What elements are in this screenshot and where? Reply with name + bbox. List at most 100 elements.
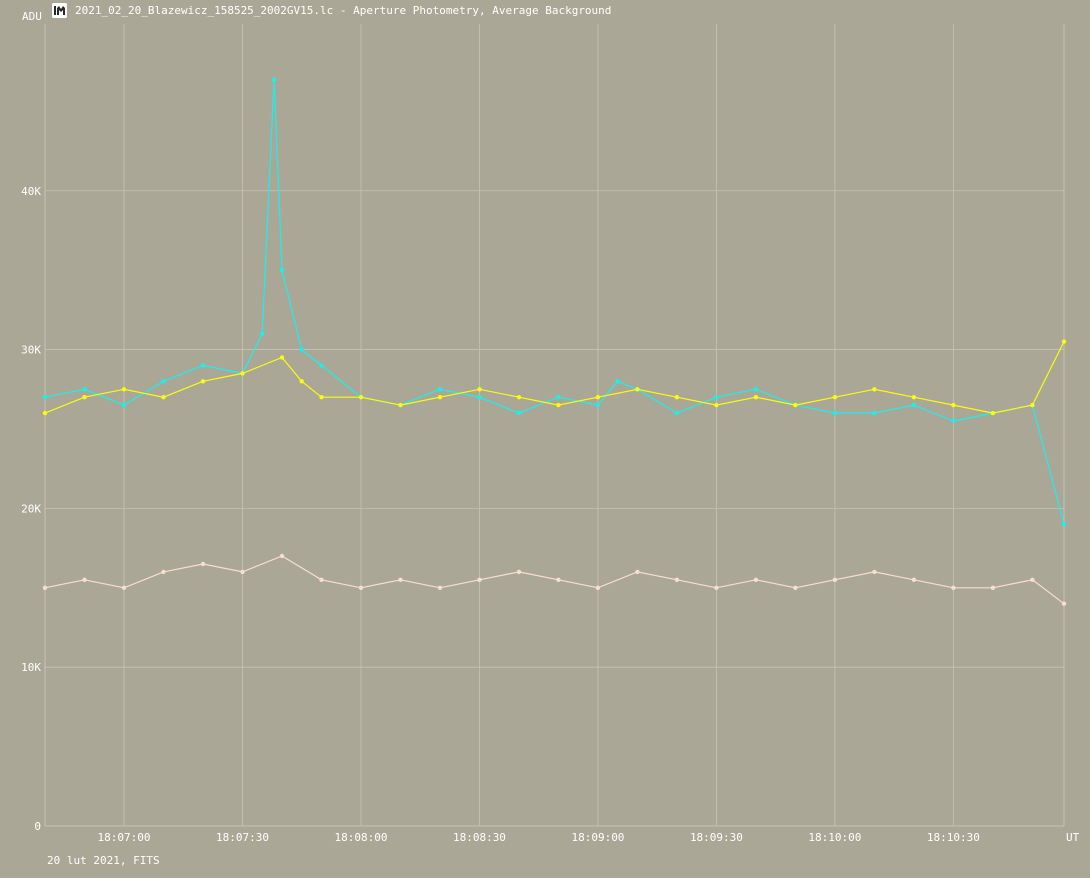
x-tick-label: 18:07:30 xyxy=(216,831,269,844)
data-point xyxy=(42,395,48,400)
data-point xyxy=(477,395,482,400)
title-bar: 2021_02_20_Blazewicz_158525_2002GV15.lc … xyxy=(0,0,1090,24)
x-axis-label: UT xyxy=(1066,831,1080,844)
data-point xyxy=(990,585,996,590)
data-point xyxy=(872,569,877,575)
data-point xyxy=(161,395,166,400)
data-point xyxy=(42,410,48,416)
data-point xyxy=(398,402,403,408)
window-title: 2021_02_20_Blazewicz_158525_2002GV15.lc … xyxy=(75,4,612,17)
y-tick-label: 10K xyxy=(21,661,41,674)
data-point xyxy=(437,395,443,400)
y-tick-label: 0 xyxy=(34,820,41,833)
data-point xyxy=(82,577,87,582)
x-tick-label: 18:09:30 xyxy=(690,831,743,844)
axes: ADU UT 0 10K 20K 30K 40K 18:07:00 18:07:30 18:0… xyxy=(21,10,1079,844)
y-tick-label: 40K xyxy=(21,185,41,198)
data-point xyxy=(240,569,245,575)
data-point xyxy=(872,410,877,416)
series-1 xyxy=(42,339,1067,416)
data-point xyxy=(240,371,245,376)
light-curve-app-icon[interactable] xyxy=(52,3,67,18)
series-line xyxy=(44,341,1065,414)
data-point xyxy=(595,585,601,590)
data-point xyxy=(714,395,719,400)
series-line xyxy=(44,555,1065,605)
data-point xyxy=(398,577,403,582)
data-point xyxy=(911,577,917,582)
data-point xyxy=(1030,577,1035,582)
data-point xyxy=(279,553,285,559)
data-point xyxy=(299,347,304,352)
data-point xyxy=(753,395,759,400)
data-point xyxy=(714,402,719,408)
data-point xyxy=(516,410,522,416)
data-point xyxy=(615,379,620,384)
x-tick-label: 18:09:00 xyxy=(571,831,624,844)
data-point xyxy=(674,410,680,416)
data-point xyxy=(200,363,206,368)
data-point xyxy=(437,387,443,392)
data-point xyxy=(200,379,206,384)
plot-area xyxy=(42,77,1067,606)
x-tick-label: 18:08:00 xyxy=(334,831,387,844)
data-point xyxy=(635,569,640,575)
series-0 xyxy=(42,77,1067,527)
x-tick-label: 18:10:00 xyxy=(808,831,861,844)
data-point xyxy=(951,585,956,590)
data-point xyxy=(1061,339,1067,344)
y-axis-label: ADU xyxy=(22,10,42,23)
data-point xyxy=(872,387,877,392)
data-point xyxy=(279,355,285,360)
data-point xyxy=(793,402,798,408)
data-point xyxy=(911,402,917,408)
x-tick-label: 18:07:00 xyxy=(98,831,151,844)
y-tick-label: 30K xyxy=(21,344,41,357)
series-line xyxy=(44,79,1065,525)
data-point xyxy=(121,585,127,590)
data-point xyxy=(121,402,127,408)
data-point xyxy=(516,395,522,400)
data-point xyxy=(832,410,838,416)
data-point xyxy=(556,577,561,582)
data-point xyxy=(358,395,364,400)
data-point xyxy=(437,585,443,590)
data-point xyxy=(200,561,206,567)
data-point xyxy=(793,585,798,590)
data-point xyxy=(319,363,324,368)
data-point xyxy=(516,569,522,575)
data-point xyxy=(82,387,87,392)
data-point xyxy=(1030,402,1035,408)
data-point xyxy=(319,395,324,400)
data-point xyxy=(753,387,759,392)
data-point xyxy=(260,331,265,336)
data-point xyxy=(161,569,166,575)
data-point xyxy=(161,379,166,384)
x-tick-label: 18:08:30 xyxy=(453,831,506,844)
data-point xyxy=(595,402,601,408)
data-point xyxy=(358,585,364,590)
data-point xyxy=(477,387,482,392)
data-point xyxy=(42,585,48,590)
data-point xyxy=(556,402,561,408)
data-point xyxy=(951,402,956,408)
data-point xyxy=(1061,522,1067,527)
data-point xyxy=(279,268,285,273)
data-point xyxy=(753,577,759,582)
data-point xyxy=(319,577,324,582)
data-point xyxy=(121,387,127,392)
data-point xyxy=(990,410,996,416)
data-point xyxy=(477,577,482,582)
data-point xyxy=(674,395,680,400)
series-2 xyxy=(42,553,1067,606)
data-point xyxy=(595,395,601,400)
y-tick-label: 20K xyxy=(21,502,41,515)
data-point xyxy=(299,379,304,384)
grid xyxy=(44,24,1065,827)
data-point xyxy=(1061,601,1067,606)
x-tick-label: 18:10:30 xyxy=(927,831,980,844)
data-point xyxy=(911,395,917,400)
data-point xyxy=(271,77,277,82)
